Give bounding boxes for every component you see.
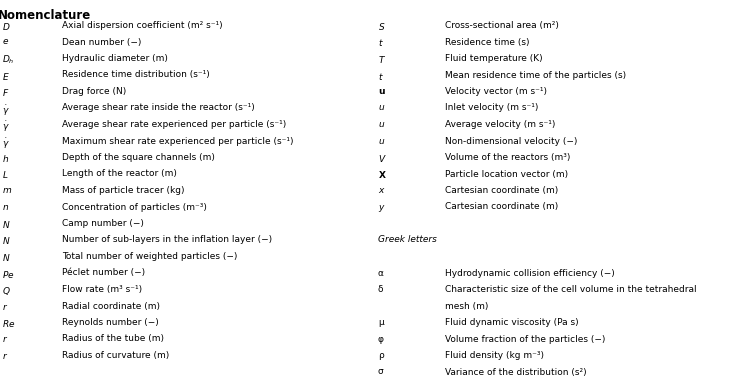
- Text: $\dot{\gamma}$: $\dot{\gamma}$: [2, 120, 10, 134]
- Text: Velocity vector (m s⁻¹): Velocity vector (m s⁻¹): [445, 87, 547, 96]
- Text: Concentration of particles (m⁻³): Concentration of particles (m⁻³): [62, 202, 207, 211]
- Text: Cartesian coordinate (m): Cartesian coordinate (m): [445, 186, 558, 195]
- Text: Residence time distribution (s⁻¹): Residence time distribution (s⁻¹): [62, 70, 210, 80]
- Text: φ: φ: [378, 335, 384, 343]
- Text: Reynolds number (−): Reynolds number (−): [62, 318, 159, 327]
- Text: Average shear rate experienced per particle (s⁻¹): Average shear rate experienced per parti…: [62, 120, 287, 129]
- Text: $r$: $r$: [2, 351, 8, 361]
- Text: Volume fraction of the particles (−): Volume fraction of the particles (−): [445, 335, 605, 343]
- Text: $y$: $y$: [378, 202, 385, 213]
- Text: Average shear rate inside the reactor (s⁻¹): Average shear rate inside the reactor (s…: [62, 103, 255, 113]
- Text: Cartesian coordinate (m): Cartesian coordinate (m): [445, 202, 558, 211]
- Text: mesh (m): mesh (m): [445, 302, 489, 310]
- Text: μ: μ: [378, 318, 384, 327]
- Text: Cross-sectional area (m²): Cross-sectional area (m²): [445, 21, 559, 30]
- Text: Greek letters: Greek letters: [378, 235, 437, 244]
- Text: $u$: $u$: [378, 120, 385, 129]
- Text: Characteristic size of the cell volume in the tetrahedral: Characteristic size of the cell volume i…: [445, 285, 697, 294]
- Text: $V$: $V$: [378, 153, 387, 164]
- Text: Residence time (s): Residence time (s): [445, 38, 529, 47]
- Text: Length of the reactor (m): Length of the reactor (m): [62, 169, 177, 179]
- Text: δ: δ: [378, 285, 384, 294]
- Text: $m$: $m$: [2, 186, 12, 195]
- Text: Number of sub-layers in the inflation layer (−): Number of sub-layers in the inflation la…: [62, 235, 272, 244]
- Text: $u$: $u$: [378, 103, 385, 113]
- Text: $t$: $t$: [378, 38, 384, 49]
- Text: $Pe$: $Pe$: [2, 268, 14, 279]
- Text: $r$: $r$: [2, 335, 8, 345]
- Text: σ: σ: [378, 368, 384, 376]
- Text: Total number of weighted particles (−): Total number of weighted particles (−): [62, 252, 238, 261]
- Text: $N$: $N$: [2, 219, 11, 230]
- Text: $N$: $N$: [2, 252, 11, 263]
- Text: Maximum shear rate experienced per particle (s⁻¹): Maximum shear rate experienced per parti…: [62, 136, 293, 146]
- Text: Variance of the distribution (s²): Variance of the distribution (s²): [445, 368, 587, 376]
- Text: Flow rate (m³ s⁻¹): Flow rate (m³ s⁻¹): [62, 285, 142, 294]
- Text: $x$: $x$: [378, 186, 385, 195]
- Text: Radius of curvature (m): Radius of curvature (m): [62, 351, 169, 360]
- Text: $e$: $e$: [2, 38, 9, 47]
- Text: $E$: $E$: [2, 70, 10, 81]
- Text: $Re$: $Re$: [2, 318, 15, 329]
- Text: Nomenclature: Nomenclature: [0, 9, 91, 22]
- Text: Fluid dynamic viscosity (Pa s): Fluid dynamic viscosity (Pa s): [445, 318, 578, 327]
- Text: $t$: $t$: [378, 70, 384, 81]
- Text: Average velocity (m s⁻¹): Average velocity (m s⁻¹): [445, 120, 556, 129]
- Text: $\mathbf{u}$: $\mathbf{u}$: [378, 87, 386, 96]
- Text: Fluid density (kg m⁻³): Fluid density (kg m⁻³): [445, 351, 544, 360]
- Text: Dean number (−): Dean number (−): [62, 38, 142, 47]
- Text: Hydrodynamic collision efficiency (−): Hydrodynamic collision efficiency (−): [445, 268, 615, 277]
- Text: $\dot{\gamma}$: $\dot{\gamma}$: [2, 136, 10, 150]
- Text: ρ: ρ: [378, 351, 384, 360]
- Text: Péclet number (−): Péclet number (−): [62, 268, 145, 277]
- Text: Radius of the tube (m): Radius of the tube (m): [62, 335, 164, 343]
- Text: $N$: $N$: [2, 235, 11, 246]
- Text: $F$: $F$: [2, 87, 9, 98]
- Text: Inlet velocity (m s⁻¹): Inlet velocity (m s⁻¹): [445, 103, 538, 113]
- Text: Depth of the square channels (m): Depth of the square channels (m): [62, 153, 215, 162]
- Text: $T$: $T$: [378, 54, 386, 65]
- Text: $L$: $L$: [2, 169, 8, 180]
- Text: Mean residence time of the particles (s): Mean residence time of the particles (s): [445, 70, 626, 80]
- Text: $n$: $n$: [2, 202, 9, 211]
- Text: α: α: [378, 268, 384, 277]
- Text: Non-dimensional velocity (−): Non-dimensional velocity (−): [445, 136, 578, 146]
- Text: Camp number (−): Camp number (−): [62, 219, 144, 228]
- Text: $D_h$: $D_h$: [2, 54, 14, 66]
- Text: Axial dispersion coefficient (m² s⁻¹): Axial dispersion coefficient (m² s⁻¹): [62, 21, 222, 30]
- Text: $u$: $u$: [378, 136, 385, 146]
- Text: $S$: $S$: [378, 21, 385, 32]
- Text: Hydraulic diameter (m): Hydraulic diameter (m): [62, 54, 168, 63]
- Text: $h$: $h$: [2, 153, 9, 164]
- Text: Fluid temperature (K): Fluid temperature (K): [445, 54, 543, 63]
- Text: $\mathbf{X}$: $\mathbf{X}$: [378, 169, 387, 180]
- Text: $Q$: $Q$: [2, 285, 11, 297]
- Text: Particle location vector (m): Particle location vector (m): [445, 169, 568, 179]
- Text: $r$: $r$: [2, 302, 8, 312]
- Text: Radial coordinate (m): Radial coordinate (m): [62, 302, 160, 310]
- Text: Drag force (N): Drag force (N): [62, 87, 126, 96]
- Text: $\dot{\gamma}$: $\dot{\gamma}$: [2, 103, 10, 117]
- Text: Mass of particle tracer (kg): Mass of particle tracer (kg): [62, 186, 185, 195]
- Text: Volume of the reactors (m³): Volume of the reactors (m³): [445, 153, 570, 162]
- Text: $D$: $D$: [2, 21, 11, 32]
